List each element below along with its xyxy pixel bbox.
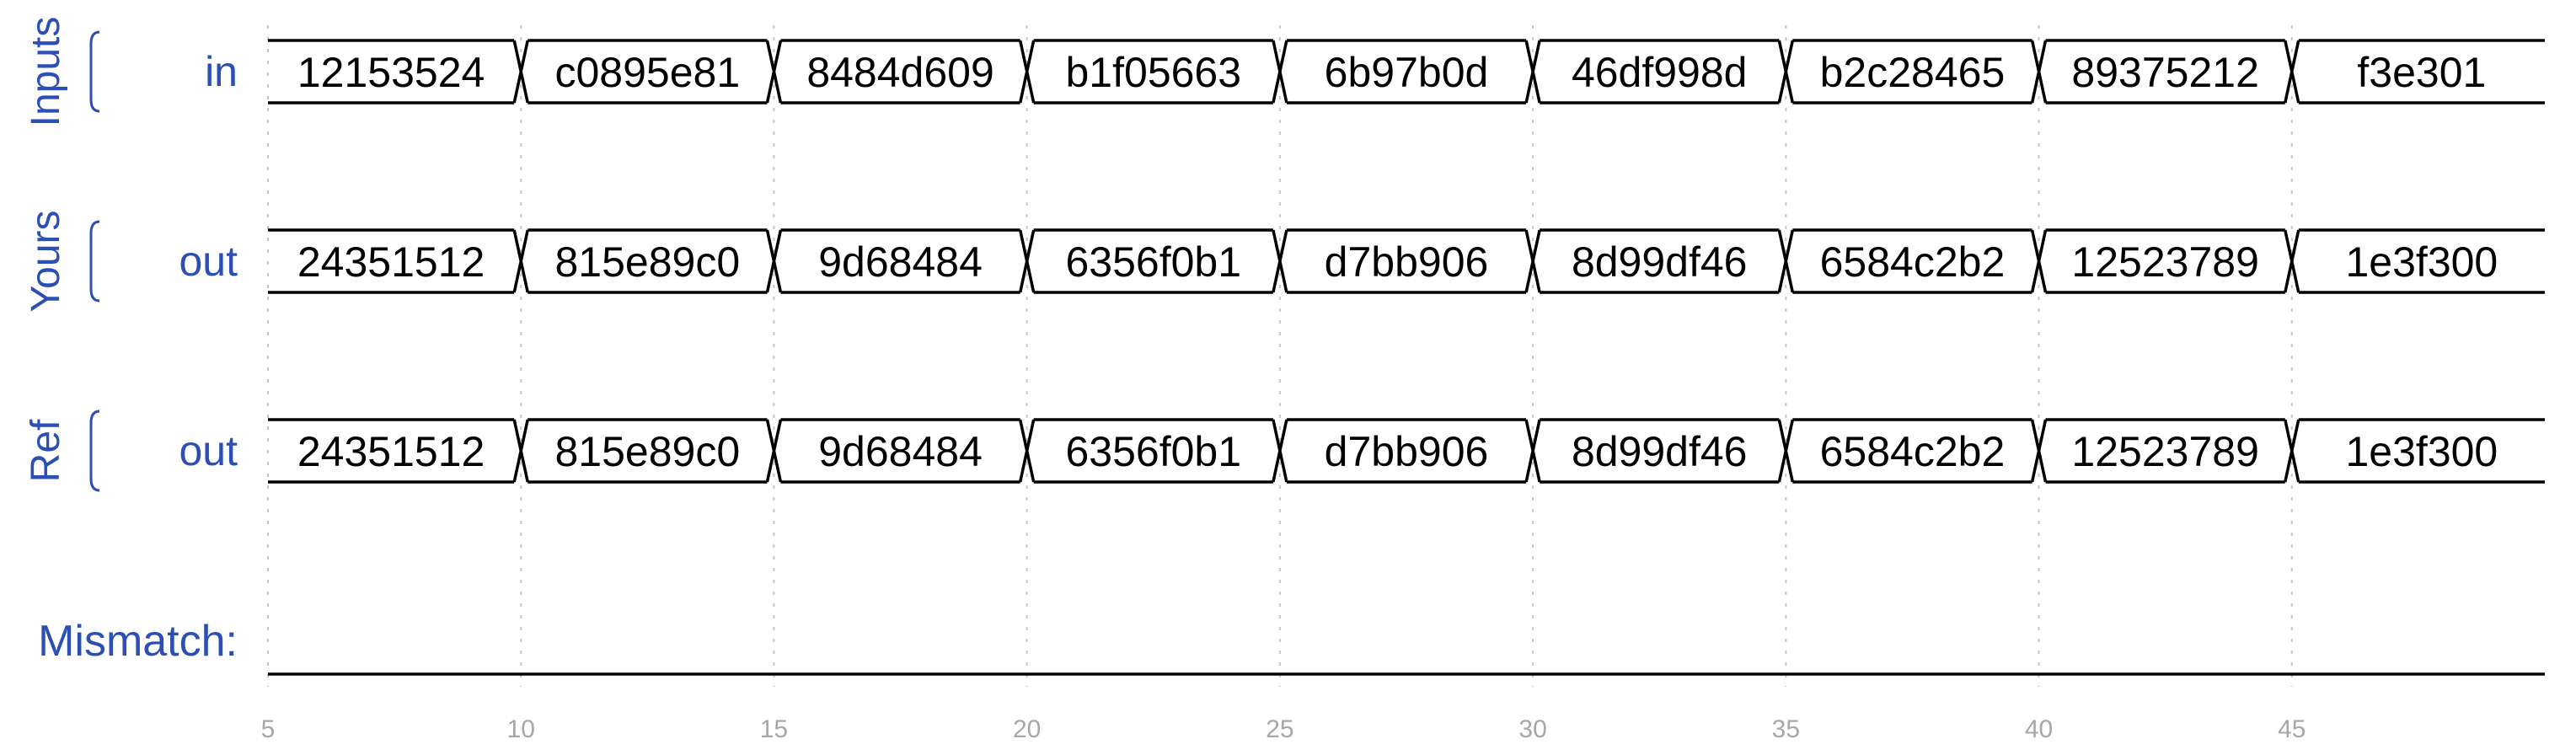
bus-rails — [268, 228, 2545, 294]
bus-value: 9d68484 — [818, 238, 983, 286]
bus-value: 89375212 — [2071, 49, 2258, 96]
time-axis: 5 10 15 20 25 30 35 40 45 — [261, 715, 2306, 743]
bus-value: 12153524 — [297, 49, 485, 96]
signal-label-in: in — [205, 48, 238, 95]
bus-value: 8484d609 — [806, 49, 993, 96]
bus-value: 12523789 — [2071, 238, 2258, 286]
time-tick-label: 10 — [507, 715, 535, 743]
time-tick-label: 30 — [1518, 715, 1546, 743]
signal-label-out: out — [179, 238, 238, 285]
group-label-yours: Yours — [24, 211, 68, 313]
bus-transition — [512, 40, 2300, 104]
bus-value: d7bb906 — [1325, 238, 1489, 286]
bus-value: 6584c2b2 — [1820, 238, 2006, 286]
bus-value: 8d99df46 — [1572, 428, 1748, 475]
bus-value: 815e89c0 — [555, 428, 741, 475]
bus-transition — [512, 419, 2300, 483]
signal-label-out: out — [179, 427, 238, 474]
time-tick-label: 40 — [2025, 715, 2053, 743]
time-tick-label: 35 — [1772, 715, 1800, 743]
bus-rails — [268, 39, 2545, 104]
bus-value: d7bb906 — [1325, 428, 1489, 475]
bus-rails — [268, 418, 2545, 484]
bus-value: 9d68484 — [818, 428, 983, 475]
group-label-inputs: Inputs — [24, 17, 68, 127]
bus-value: 6b97b0d — [1325, 49, 1489, 96]
time-tick-label: 15 — [760, 715, 788, 743]
bus-value: 6356f0b1 — [1066, 428, 1242, 475]
bus-value: b1f05663 — [1066, 49, 1242, 96]
bus-value: 24351512 — [297, 238, 485, 286]
time-tick-label: 45 — [2278, 715, 2306, 743]
grid-lines — [267, 25, 2293, 687]
bus-value: 8d99df46 — [1572, 238, 1748, 286]
waveform-traces: 12153524 c0895e81 8484d609 b1f05663 6b97b0d 4… — [268, 39, 2545, 676]
group-bracket — [89, 410, 100, 492]
bus-value: 6356f0b1 — [1066, 238, 1242, 286]
bus-value: c0895e81 — [555, 49, 741, 96]
bus-transition — [512, 229, 2300, 293]
bus-value: 1e3f300 — [2346, 238, 2498, 286]
bus-value: 1e3f300 — [2346, 428, 2498, 475]
group-bracket — [89, 220, 100, 303]
group-label-ref: Ref — [24, 419, 68, 482]
bus-value: b2c28465 — [1820, 49, 2006, 96]
time-tick-label: 5 — [261, 715, 276, 743]
bus-value: 46df998d — [1572, 49, 1748, 96]
signal-labels: Inputs in Yours out Ref out Mismatch: — [24, 17, 238, 666]
bus-value: f3e301 — [2357, 49, 2486, 96]
bus-value: 815e89c0 — [555, 238, 741, 286]
group-bracket — [89, 30, 100, 113]
bus-value: 12523789 — [2071, 428, 2258, 475]
bus-value: 24351512 — [297, 428, 485, 475]
time-tick-label: 20 — [1013, 715, 1041, 743]
mismatch-label: Mismatch: — [38, 617, 238, 666]
bus-value: 6584c2b2 — [1820, 428, 2006, 475]
time-tick-label: 25 — [1266, 715, 1293, 743]
